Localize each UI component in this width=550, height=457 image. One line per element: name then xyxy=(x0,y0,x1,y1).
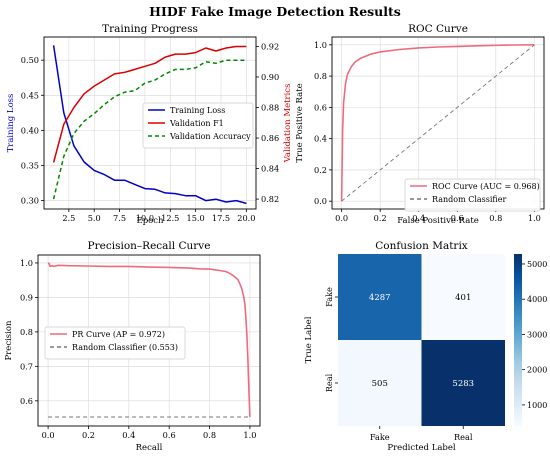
y2-tick-label: 0.90 xyxy=(261,72,279,82)
y2-tick-label: 0.92 xyxy=(261,41,279,51)
legend-label: Random Classifier xyxy=(432,195,506,204)
y-tick-label: 0.2 xyxy=(314,165,327,175)
heatmap-cell-value: 4287 xyxy=(369,293,391,303)
legend-box xyxy=(44,326,186,360)
legend-box xyxy=(404,178,541,212)
y-tick-label: 0.40 xyxy=(21,125,39,135)
x-tick-label: 20.0 xyxy=(237,213,255,223)
y-tick-label: 0.30 xyxy=(21,196,39,206)
y-tick-label: 0.6 xyxy=(20,396,33,406)
roc-curve-line xyxy=(340,44,535,202)
heatmap-cell-value: 505 xyxy=(372,379,388,389)
y-tick-label: 0.6 xyxy=(314,102,327,112)
pr-chart-title: Precision–Recall Curve xyxy=(88,240,211,252)
x-tick-label: 0.8 xyxy=(203,430,216,440)
pr-curve-line xyxy=(47,262,251,418)
figure-title: HIDF Fake Image Detection Results xyxy=(149,4,401,19)
roc-y-label: True Positive Rate xyxy=(295,83,305,162)
cm-chart-title: Confusion Matrix xyxy=(375,240,468,252)
x-tick-label: 0.4 xyxy=(412,213,425,223)
x-tick-label: 17.5 xyxy=(212,213,230,223)
roc-random-baseline xyxy=(341,44,535,202)
colorbar-tick-label: 1000 xyxy=(527,401,547,410)
colorbar-tick-label: 3000 xyxy=(527,330,547,339)
x-category-label: Real xyxy=(454,432,473,442)
x-tick-label: 7.5 xyxy=(113,213,126,223)
y2-tick-label: 0.84 xyxy=(261,164,279,174)
x-tick-label: 0.6 xyxy=(163,430,176,440)
cm-x-label: Predicted Label xyxy=(387,443,456,453)
y-tick-label: 0.45 xyxy=(21,90,39,100)
series-line-training-loss xyxy=(52,45,247,205)
x-tick-label: 0.0 xyxy=(335,213,348,223)
heatmap-cell-value: 401 xyxy=(455,293,471,303)
y-tick-label: 0.35 xyxy=(21,160,39,170)
x-tick-label: 2.5 xyxy=(62,213,75,223)
colorbar xyxy=(514,254,522,426)
y-tick-label: 0.8 xyxy=(20,327,33,337)
heatmap-cell xyxy=(338,340,422,426)
x-tick-label: 15.0 xyxy=(187,213,205,223)
y-tick-label: 0.8 xyxy=(314,71,327,81)
x-tick-label: 1.0 xyxy=(243,430,256,440)
y-category-label: Fake xyxy=(324,287,334,307)
x-tick-label: 5.0 xyxy=(88,213,101,223)
legend-label: Validation F1 xyxy=(169,119,224,128)
heatmap-cell xyxy=(338,254,422,340)
heatmap-cell xyxy=(421,340,505,426)
colorbar-tick-label: 5000 xyxy=(527,260,547,269)
legend-label: Random Classifier (0.553) xyxy=(72,343,178,352)
y-tick-label: 1.0 xyxy=(314,40,327,50)
y-tick-label: 0.9 xyxy=(20,292,33,302)
x-tick-label: 0.2 xyxy=(82,430,95,440)
x-tick-label: 10.0 xyxy=(136,213,154,223)
training-chart-title: Training Progress xyxy=(102,23,198,35)
x-tick-label: 0.6 xyxy=(451,213,464,223)
y2-tick-label: 0.86 xyxy=(261,133,279,143)
legend-label: Validation Accuracy xyxy=(169,132,251,141)
colorbar-tick-label: 4000 xyxy=(527,295,547,304)
series-line-validation-accuracy xyxy=(52,59,247,200)
x-tick-label: 0.2 xyxy=(374,213,387,223)
y-tick-label: 0.4 xyxy=(314,134,327,144)
x-tick-label: 12.5 xyxy=(161,213,179,223)
colorbar-tick-label: 2000 xyxy=(527,366,547,375)
heatmap-cell-value: 5283 xyxy=(452,379,474,389)
legend-box xyxy=(142,102,254,149)
x-tick-label: 1.0 xyxy=(528,213,541,223)
y-tick-label: 0.7 xyxy=(20,361,33,371)
y-tick-label: 0.50 xyxy=(21,55,39,65)
legend-label: Training Loss xyxy=(170,106,225,115)
training-plot-frame xyxy=(43,36,257,210)
series-line-validation-f1 xyxy=(52,45,247,163)
legend-label: PR Curve (AP = 0.972) xyxy=(72,330,165,339)
cm-y-label: True Label xyxy=(304,316,314,363)
x-tick-label: 0.0 xyxy=(42,430,55,440)
y-tick-label: 0.0 xyxy=(314,196,327,206)
y-tick-label: 1.0 xyxy=(20,258,33,268)
x-tick-label: 0.4 xyxy=(122,430,135,440)
legend-label: ROC Curve (AUC = 0.968) xyxy=(432,182,540,191)
training-y-label-left: Training Loss xyxy=(6,94,16,153)
y2-tick-label: 0.88 xyxy=(261,103,279,113)
roc-chart-title: ROC Curve xyxy=(408,23,468,35)
pr-x-label: Recall xyxy=(136,443,163,453)
charts-layer: Training Progress 2.5 5.0 7.5 10.0 12.5 15.0 17… xyxy=(4,23,547,453)
y2-tick-label: 0.82 xyxy=(261,194,279,204)
heatmap-cell xyxy=(421,254,505,340)
pr-plot-frame xyxy=(37,254,261,427)
training-y-label-right: Validation Metrics xyxy=(283,84,293,164)
x-category-label: Fake xyxy=(370,432,390,442)
training-x-label: Epoch xyxy=(137,216,165,226)
roc-x-label: False Positive Rate xyxy=(397,216,479,226)
y-category-label: Real xyxy=(324,373,334,392)
pr-y-label: Precision xyxy=(4,320,14,360)
x-tick-label: 0.8 xyxy=(489,213,502,223)
